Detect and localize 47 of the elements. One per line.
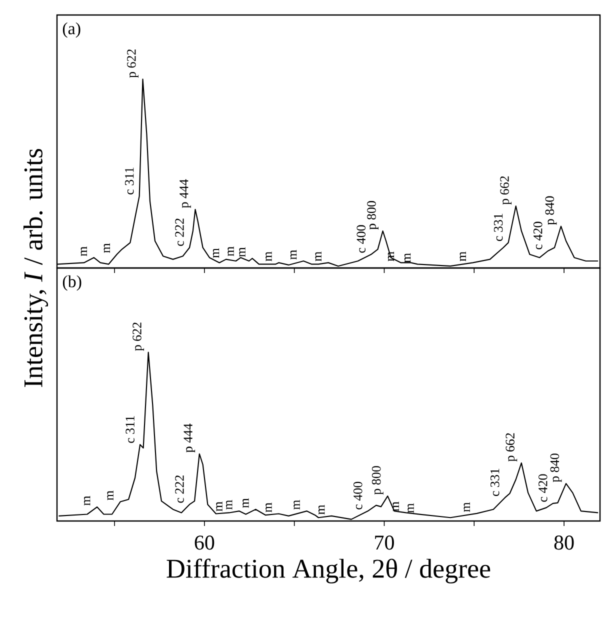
annotation: c 331 — [490, 468, 500, 496]
annotation: m — [408, 503, 414, 513]
annotation: m — [239, 247, 246, 257]
x-axis-title: Diffraction Angle, 2θ / degree — [166, 558, 490, 584]
annotation: m — [107, 490, 114, 500]
y-axis-title: Intensity, I / arb. units — [23, 148, 48, 388]
annotation: c 311 — [126, 416, 134, 443]
annotation: m — [84, 496, 90, 506]
annotation: c 420 — [533, 222, 542, 250]
annotation: m — [80, 246, 87, 256]
x-tick-label: 60 — [194, 536, 214, 550]
annotation: p 662 — [500, 176, 512, 205]
annotation: p 444 — [180, 179, 191, 208]
annotation: p 800 — [372, 466, 384, 495]
annotation: p 800 — [367, 201, 379, 230]
annotation: m — [315, 252, 322, 262]
annotation: m — [294, 500, 300, 510]
chart-title: (b) — [62, 275, 82, 291]
annotation: p 444 — [184, 424, 196, 452]
annotation: m — [216, 502, 222, 512]
annotation: p 840 — [545, 196, 557, 225]
chart-title: (a) — [62, 22, 80, 38]
annotation: m — [266, 502, 272, 512]
annotation: m — [318, 504, 325, 514]
annotation: p 840 — [550, 454, 562, 482]
annotation: m — [464, 502, 470, 512]
annotation: m — [226, 500, 232, 510]
annotation: c 222 — [175, 475, 184, 503]
annotation: m — [404, 253, 411, 263]
annotation: m — [290, 250, 297, 260]
annotation: c 420 — [538, 474, 548, 502]
annotation: p 622 — [132, 322, 144, 351]
annotation: c 400 — [354, 482, 362, 510]
annotation: p 662 — [506, 433, 518, 462]
x-tick-label: 80 — [554, 536, 574, 550]
annotation: m — [104, 243, 110, 253]
annotation: c 311 — [124, 168, 134, 194]
annotation: c 331 — [494, 214, 503, 241]
annotation: m — [460, 252, 466, 262]
annotation: p 622 — [127, 49, 138, 78]
x-tick-label: 70 — [375, 536, 394, 550]
annotation: m — [266, 252, 272, 262]
annotation: m — [212, 248, 220, 258]
annotation: c 400 — [356, 225, 366, 253]
annotation: m — [242, 498, 249, 508]
annotation: m — [228, 246, 234, 256]
annotation: c 222 — [175, 218, 184, 246]
